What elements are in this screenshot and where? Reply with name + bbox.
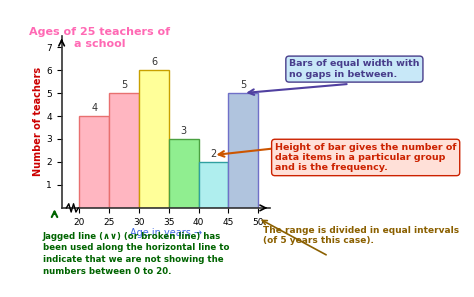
Bar	[199, 162, 228, 208]
Bar	[228, 93, 258, 208]
Text: Jagged line (∧∨) (or broken line) has
been used along the horizontal line to
ind: Jagged line (∧∨) (or broken line) has be…	[43, 232, 229, 276]
Text: Ages of 25 teachers of
a school: Ages of 25 teachers of a school	[29, 27, 170, 49]
Bar	[80, 116, 109, 208]
Bar	[139, 70, 169, 208]
Text: The range is divided in equal intervals
(of 5 years this case).: The range is divided in equal intervals …	[263, 226, 459, 245]
Y-axis label: Number of teachers: Number of teachers	[33, 67, 43, 176]
Text: 3: 3	[181, 126, 187, 136]
Text: 5: 5	[240, 80, 246, 90]
Text: 2: 2	[210, 149, 217, 159]
Text: 5: 5	[121, 80, 128, 90]
Bar	[169, 139, 199, 208]
Bar	[109, 93, 139, 208]
X-axis label: Age in years →: Age in years →	[130, 228, 202, 238]
Text: Height of bar gives the number of
data items in a particular group
and is the fr: Height of bar gives the number of data i…	[275, 143, 456, 172]
Text: 4: 4	[91, 103, 98, 113]
Text: Bars of equal width with
no gaps in between.: Bars of equal width with no gaps in betw…	[289, 59, 419, 79]
Text: 6: 6	[151, 57, 157, 67]
